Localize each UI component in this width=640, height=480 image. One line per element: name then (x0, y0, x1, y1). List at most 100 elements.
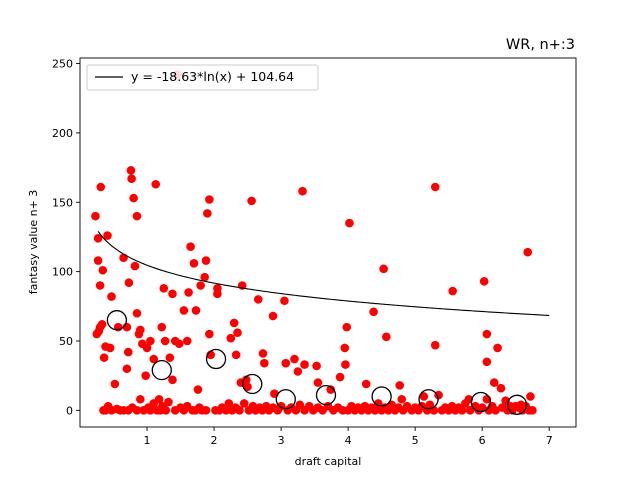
x-axis: 1 2 3 4 5 6 7 (144, 427, 553, 447)
data-point (124, 278, 134, 288)
data-point (243, 382, 252, 392)
data-point (370, 406, 380, 415)
x-tick-label: 4 (345, 434, 352, 447)
y-axis-label: fantasy value n+ 3 (27, 190, 40, 295)
data-point (203, 209, 212, 218)
data-point (335, 372, 345, 382)
data-point (313, 378, 323, 387)
legend-label: y = -18.63*ln(x) + 104.64 (131, 69, 294, 84)
data-point (130, 261, 140, 271)
fit-line (97, 231, 550, 317)
data-point (268, 311, 278, 321)
data-point (280, 296, 289, 306)
data-point (457, 406, 467, 415)
data-point (491, 406, 500, 415)
data-point (182, 336, 192, 346)
data-point (95, 281, 105, 290)
data-point (340, 343, 350, 353)
data-point (397, 394, 407, 404)
data-point (160, 336, 170, 346)
data-point (136, 394, 145, 404)
data-point (448, 286, 457, 296)
y-axis: 0 50 100 150 200 250 (52, 58, 80, 417)
data-point (93, 234, 103, 243)
data-point (129, 193, 138, 203)
legend: y = -18.63*ln(x) + 104.64 (86, 64, 319, 91)
data-point (482, 329, 492, 339)
x-tick-label: 6 (479, 434, 486, 447)
y-tick-label: 200 (52, 127, 73, 140)
bin-mean-marker (205, 348, 227, 370)
data-point (91, 211, 100, 221)
data-point (326, 385, 335, 394)
bin-mean-marker (275, 389, 296, 410)
data-point (496, 383, 506, 393)
x-tick-label: 3 (278, 434, 285, 447)
data-point (477, 403, 487, 412)
x-axis-label: draft capital (295, 455, 362, 468)
bin-mean-marker (506, 394, 528, 415)
data-point (260, 358, 269, 368)
data-point (361, 379, 371, 389)
data-point (229, 318, 239, 328)
data-point (253, 295, 263, 304)
data-point (231, 350, 241, 360)
data-point (345, 218, 354, 228)
data-point (213, 283, 222, 293)
data-point (247, 196, 256, 206)
data-point (126, 166, 136, 175)
y-tick-label: 50 (59, 335, 73, 348)
data-point (239, 399, 249, 408)
data-point (196, 281, 205, 290)
data-point (132, 308, 142, 318)
data-point (482, 357, 492, 367)
data-point (154, 394, 164, 404)
data-point (146, 406, 155, 415)
data-point (98, 265, 108, 275)
data-point (430, 182, 440, 192)
data-point (312, 361, 321, 371)
data-point (235, 406, 244, 415)
data-point (479, 277, 489, 286)
x-tick-label: 1 (144, 434, 151, 447)
chart-title: WR, n+:3 (506, 37, 575, 53)
data-point (103, 231, 112, 240)
legend-box (86, 64, 319, 91)
data-point (136, 325, 145, 335)
data-point (493, 343, 502, 353)
data-point (226, 333, 236, 343)
y-tick-label: 150 (52, 196, 73, 209)
data-point (93, 256, 103, 265)
data-point (379, 264, 388, 274)
data-point (293, 367, 303, 376)
bin-mean-marker (242, 373, 263, 395)
data-point (300, 360, 309, 369)
data-point (159, 283, 169, 293)
data-point (164, 397, 173, 407)
data-point (201, 256, 211, 265)
data-point (189, 259, 199, 268)
data-point (179, 306, 189, 315)
data-point (146, 336, 155, 346)
bin-mean-marker (106, 310, 128, 331)
data-point (105, 343, 115, 353)
x-tick-label: 2 (211, 434, 218, 447)
data-point (508, 406, 517, 415)
data-point (233, 328, 242, 337)
data-point (142, 343, 152, 353)
plot-area (91, 70, 550, 415)
data-point (224, 399, 234, 408)
data-point (523, 247, 533, 257)
data-point (149, 354, 159, 364)
data-point (341, 360, 350, 369)
data-point (221, 406, 231, 415)
data-point (430, 340, 440, 350)
data-point (281, 358, 291, 368)
data-point (96, 182, 106, 192)
data-point (186, 242, 195, 251)
data-point (123, 347, 133, 357)
data-point (419, 392, 429, 401)
data-point (132, 211, 142, 221)
bin-mean-marker (315, 384, 337, 406)
